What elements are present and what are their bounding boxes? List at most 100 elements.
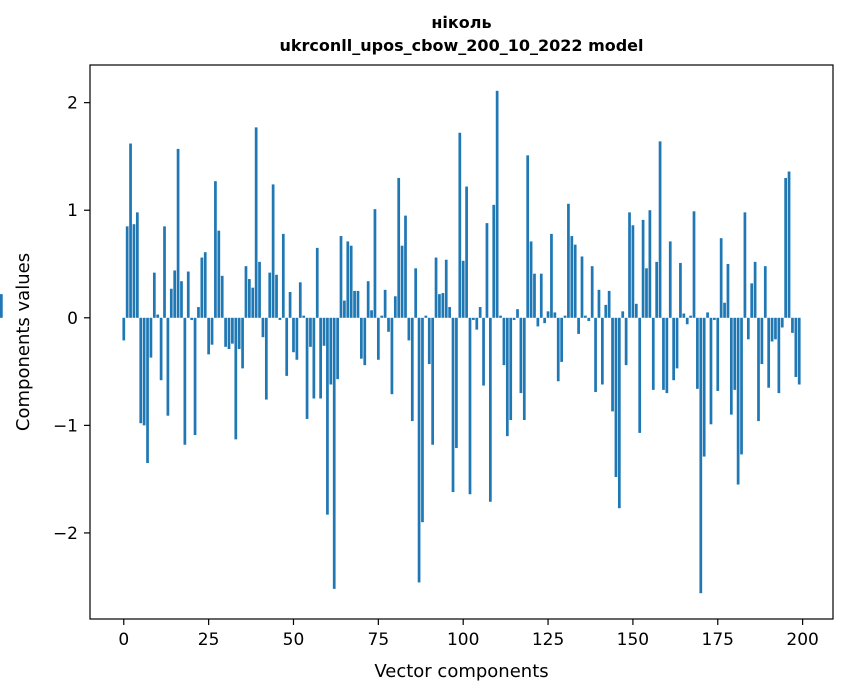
bar-135 bbox=[580, 256, 584, 318]
x-tick-label: 200 bbox=[786, 630, 818, 650]
bar-61 bbox=[329, 317, 333, 385]
y-axis-label: Components values bbox=[13, 253, 34, 431]
bar-50 bbox=[292, 317, 295, 353]
bar-150 bbox=[631, 225, 635, 318]
bar-162 bbox=[672, 317, 675, 381]
bar-6 bbox=[142, 317, 146, 426]
bar-197 bbox=[791, 317, 794, 333]
bar-170 bbox=[699, 317, 703, 594]
bar-37 bbox=[248, 279, 251, 318]
bar-90 bbox=[427, 317, 431, 365]
bar-32 bbox=[231, 317, 234, 344]
bar-86 bbox=[414, 268, 418, 318]
bar-144 bbox=[611, 317, 614, 412]
bar-18 bbox=[183, 317, 187, 445]
bar-72 bbox=[366, 281, 370, 318]
bar-98 bbox=[455, 317, 458, 448]
bar-107 bbox=[485, 223, 489, 318]
bar-36 bbox=[244, 266, 248, 318]
bar-155 bbox=[648, 210, 652, 318]
bar-73 bbox=[370, 310, 373, 318]
bar-151 bbox=[634, 303, 638, 318]
bar-119 bbox=[526, 155, 530, 318]
bar-14 bbox=[169, 288, 173, 318]
x-tick-label: 125 bbox=[532, 630, 564, 650]
bar-126 bbox=[550, 233, 553, 318]
bar-154 bbox=[645, 268, 648, 318]
bar-181 bbox=[736, 317, 740, 485]
bar-33 bbox=[234, 317, 238, 440]
bar-3 bbox=[132, 224, 136, 318]
bar-10 bbox=[156, 314, 160, 318]
bar-122 bbox=[536, 317, 540, 327]
bar-78 bbox=[387, 317, 390, 332]
bar-115 bbox=[512, 317, 516, 320]
bar-80 bbox=[393, 296, 397, 318]
x-tick-label: 175 bbox=[702, 630, 734, 650]
bar-171 bbox=[702, 317, 706, 457]
bar-31 bbox=[227, 317, 231, 349]
bar-94 bbox=[441, 293, 445, 318]
bar-142 bbox=[604, 304, 608, 318]
y-tick-label: 1 bbox=[67, 201, 78, 221]
bar-56 bbox=[312, 317, 316, 399]
bar-95 bbox=[444, 259, 448, 318]
bar-17 bbox=[180, 281, 183, 318]
bar-133 bbox=[573, 244, 577, 318]
bar-24 bbox=[203, 252, 207, 318]
bar-149 bbox=[628, 212, 631, 318]
bar-108 bbox=[488, 317, 492, 502]
bar-111 bbox=[499, 315, 502, 318]
bar-21 bbox=[193, 317, 197, 436]
bar-186 bbox=[753, 261, 757, 318]
bar-59 bbox=[322, 317, 326, 346]
bar-147 bbox=[621, 311, 625, 318]
x-axis: 0 25 50 75 100 125 150 175 200 bbox=[118, 619, 819, 650]
bar-16 bbox=[176, 148, 180, 318]
bar-48 bbox=[285, 317, 289, 376]
bar-172 bbox=[706, 312, 709, 318]
bar-13 bbox=[166, 317, 170, 416]
x-tick-label: 75 bbox=[368, 630, 390, 650]
bar-148 bbox=[624, 317, 628, 366]
x-tick-label: 25 bbox=[198, 630, 220, 650]
x-axis-label: Vector components bbox=[374, 661, 548, 682]
bars-group bbox=[0, 90, 801, 594]
y-tick-label: −1 bbox=[53, 416, 78, 436]
bar-164 bbox=[679, 262, 682, 318]
bar-152 bbox=[638, 317, 642, 433]
bar-184 bbox=[746, 317, 750, 340]
bar-29 bbox=[220, 275, 224, 318]
bar-8 bbox=[149, 317, 153, 358]
bar-138 bbox=[590, 266, 594, 318]
bar-169 bbox=[696, 317, 699, 389]
bar-4 bbox=[135, 212, 139, 318]
bar-76 bbox=[380, 315, 384, 318]
bar-96 bbox=[448, 307, 451, 318]
bar-185 bbox=[750, 283, 754, 318]
bar-105 bbox=[478, 307, 482, 318]
bar-116 bbox=[516, 309, 519, 318]
bar-65 bbox=[343, 300, 346, 318]
bar-52 bbox=[298, 282, 302, 318]
bar-118 bbox=[522, 317, 526, 420]
bar-34 bbox=[237, 317, 241, 349]
bar-2 bbox=[129, 143, 132, 318]
bar-106 bbox=[482, 317, 485, 386]
y-tick-label: 0 bbox=[67, 309, 78, 329]
bar-146 bbox=[617, 317, 621, 509]
bar-43 bbox=[268, 272, 272, 318]
bar-117 bbox=[519, 317, 523, 394]
bar-104 bbox=[475, 317, 479, 330]
bar-35 bbox=[241, 317, 244, 369]
bar-25 bbox=[207, 317, 210, 355]
bar-130 bbox=[563, 315, 567, 318]
bar-45 bbox=[275, 274, 278, 318]
bar-93 bbox=[438, 294, 441, 318]
bar-161 bbox=[668, 241, 672, 318]
bar-123 bbox=[539, 273, 543, 318]
bar-165 bbox=[682, 313, 686, 318]
bar-66 bbox=[346, 241, 350, 318]
bar-127 bbox=[553, 312, 557, 318]
chart-title: ніколь bbox=[431, 13, 491, 32]
